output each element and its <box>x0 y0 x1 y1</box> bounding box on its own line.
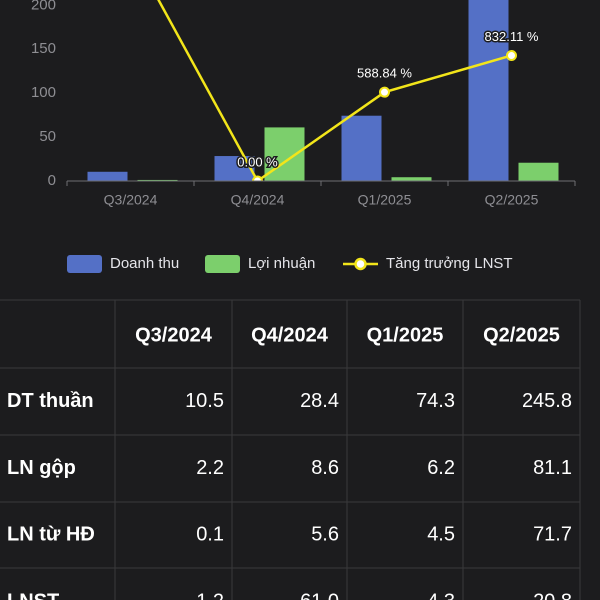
row-label: DT thuần <box>7 390 94 412</box>
table-cell: 74.3 <box>416 390 455 412</box>
line-point <box>506 49 517 61</box>
table-header: Q2/2025 <box>483 324 560 346</box>
y-tick-label: 0 <box>48 172 56 189</box>
line-point <box>252 175 263 181</box>
data-label: 832.11 % <box>485 29 539 44</box>
x-tick-label: Q4/2024 <box>231 192 285 208</box>
row-label: LN từ HĐ <box>7 523 95 545</box>
row-label: LN gộp <box>7 457 76 479</box>
table-cell: 6.2 <box>427 457 455 479</box>
table-cell: 10.5 <box>185 390 224 412</box>
table-cell: 5.6 <box>311 523 339 545</box>
y-tick-label: 100 <box>31 84 56 101</box>
row-label: LNST <box>7 590 59 600</box>
line <box>157 0 512 181</box>
table-cell: 8.6 <box>311 457 339 479</box>
bar <box>87 171 128 181</box>
table-cell: 0.1 <box>196 523 224 545</box>
legend-label: Doanh thu <box>110 255 179 272</box>
table-cell: 61.0 <box>300 590 339 600</box>
data-label: 0.00 % <box>237 154 278 169</box>
plot-area <box>87 0 559 181</box>
table-cell: 28.4 <box>300 390 339 412</box>
y-tick-label: 200 <box>31 0 56 13</box>
bar <box>214 156 255 181</box>
legend-label: Lợi nhuận <box>248 255 315 272</box>
bar <box>391 177 432 181</box>
table-header: Q4/2024 <box>251 324 329 346</box>
y-tick-label: 50 <box>39 128 56 145</box>
table-cell: 1.2 <box>196 590 224 600</box>
bar <box>341 115 382 181</box>
table-cell: 4.5 <box>427 523 455 545</box>
x-tick-label: Q1/2025 <box>358 192 412 208</box>
bar <box>468 0 509 181</box>
table-cell: 2.2 <box>196 457 224 479</box>
table-header: Q3/2024 <box>135 324 213 346</box>
line-point <box>379 86 390 98</box>
table-cell: 81.1 <box>533 457 572 479</box>
table-header: Q1/2025 <box>367 324 444 346</box>
table-cell: 4.3 <box>427 590 455 600</box>
bar <box>137 179 178 181</box>
x-tick-label: Q2/2025 <box>485 192 539 208</box>
x-tick-label: Q3/2024 <box>104 192 158 208</box>
table-cell: 245.8 <box>522 390 572 412</box>
table-cell: 71.7 <box>533 523 572 545</box>
legend-label: Tăng trưởng LNST <box>386 255 513 272</box>
legend-swatch <box>67 255 102 273</box>
legend-swatch <box>354 257 367 271</box>
y-tick-label: 150 <box>31 40 56 57</box>
legend-swatch <box>205 255 240 273</box>
table-cell: 20.8 <box>533 590 572 600</box>
bar <box>518 162 559 181</box>
data-label: 588.84 % <box>357 66 412 81</box>
